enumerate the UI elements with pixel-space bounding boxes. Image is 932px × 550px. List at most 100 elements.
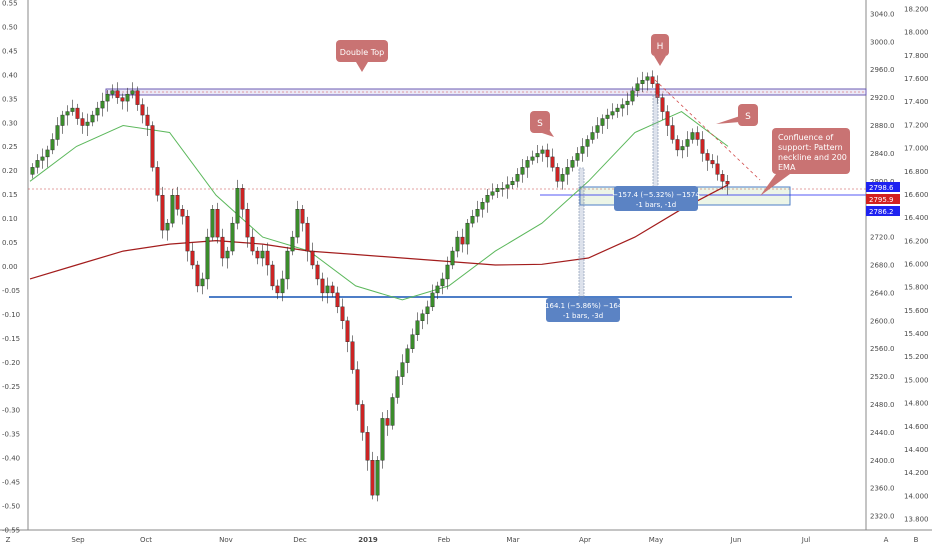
candle-body (255, 250, 260, 259)
candle (350, 335, 355, 374)
candle-body (400, 362, 405, 377)
candle-body (335, 292, 340, 308)
candle (320, 272, 325, 302)
x-axis-label: Z (6, 536, 11, 544)
candle (75, 103, 80, 125)
candle-body (60, 114, 65, 126)
left-axis-tick: -0.15 (2, 335, 20, 343)
right-axis-tick: 2520.0 (870, 373, 895, 381)
candle-body (105, 93, 110, 102)
candle-body (715, 163, 720, 175)
left-axis-tick: -0.45 (2, 479, 20, 487)
candle (685, 131, 690, 157)
right-axis-tick: 2840.0 (870, 150, 895, 158)
right-axis-tick: 2600.0 (870, 317, 895, 325)
candle (445, 256, 450, 290)
candlesticks (30, 70, 730, 502)
right-axis-secondary-tick: 15.000 (904, 376, 929, 384)
candle-body (395, 376, 400, 398)
right-axis-secondary-tick: 15.200 (904, 353, 929, 361)
candle (250, 228, 255, 256)
right-axis-secondary-tick: 17.400 (904, 98, 929, 106)
candle (285, 246, 290, 290)
candle-body (720, 174, 725, 182)
candle (535, 145, 540, 164)
callout-confluence-line3: neckline and 200 (778, 153, 847, 162)
left-axis-tick: -0.40 (2, 455, 20, 463)
candle (340, 298, 345, 330)
candle-body (390, 397, 395, 426)
left-axis-tick: -0.25 (2, 383, 20, 391)
candle-body (510, 181, 515, 186)
x-axis-label: Jun (730, 536, 742, 544)
candle-body (65, 111, 70, 116)
candle-body (295, 209, 300, 238)
right-axis-secondary-tick: 17.600 (904, 75, 929, 83)
candle (590, 126, 595, 144)
candle-body (165, 222, 170, 231)
right-axis-tick: 2360.0 (870, 485, 895, 493)
candle-body (480, 202, 485, 210)
candle (645, 72, 650, 91)
candle-body (610, 111, 615, 116)
right-axis-tick: 2680.0 (870, 262, 895, 270)
candle-body (495, 188, 500, 192)
candle-body (405, 348, 410, 363)
candle-body (135, 90, 140, 105)
candle-body (630, 90, 635, 102)
candle (120, 93, 125, 110)
candle-body (250, 236, 255, 252)
right-axis-secondary-tick: 14.400 (904, 446, 929, 454)
candle (620, 98, 625, 117)
callout-confluence-line2: support: Pattern (778, 143, 843, 152)
right-axis-tick: 2640.0 (870, 289, 895, 297)
candle (570, 156, 575, 172)
right-axis-tick: 2920.0 (870, 94, 895, 102)
candle (185, 209, 190, 262)
candle (60, 110, 65, 134)
candle-body (515, 174, 520, 182)
candle-body (225, 250, 230, 259)
candle-body (170, 195, 175, 224)
candle-body (595, 125, 600, 133)
candle-body (175, 195, 180, 210)
candle (665, 105, 670, 136)
right-axis-tick: 3040.0 (870, 10, 895, 18)
measure-head (652, 94, 659, 191)
candle-body (695, 132, 700, 140)
measure-label-2-bg (546, 298, 620, 322)
candle (520, 159, 525, 183)
x-axis-label: Sep (71, 536, 85, 544)
x-axis-label: Apr (579, 536, 591, 544)
candle-body (360, 404, 365, 433)
left-axis-tick: 0.10 (2, 215, 18, 223)
candle (175, 186, 180, 216)
candle (90, 110, 95, 127)
callout-shoulder-right-text: S (745, 112, 751, 122)
candle (630, 86, 635, 106)
x-axis-label: A (884, 536, 889, 544)
candle-body (505, 184, 510, 189)
right-axis-secondary-tick: 17.200 (904, 121, 929, 129)
candle-body (580, 146, 585, 154)
left-axis-tick: -0.10 (2, 311, 20, 319)
right-axis-secondary-tick: 14.600 (904, 423, 929, 431)
left-axis-tick: 0.30 (2, 119, 18, 127)
candle (50, 133, 55, 155)
candle (640, 71, 645, 93)
price-tag-2: 2795.9 (866, 194, 900, 204)
candle-body (55, 125, 60, 140)
candle-body (540, 149, 545, 154)
candle (70, 99, 75, 116)
candle-body (330, 285, 335, 294)
right-axis-secondary-tick: 16.800 (904, 168, 929, 176)
candle-body (450, 250, 455, 266)
right-axis-secondary-tick: 15.800 (904, 284, 929, 292)
candle-body (160, 195, 165, 231)
left-axis-tick: 0.15 (2, 191, 18, 199)
candle-body (130, 90, 135, 95)
candle-body (660, 97, 665, 112)
callout-confluence: Confluence of support: Pattern neckline … (760, 128, 850, 196)
candle-body (30, 167, 35, 175)
candle (705, 149, 710, 171)
